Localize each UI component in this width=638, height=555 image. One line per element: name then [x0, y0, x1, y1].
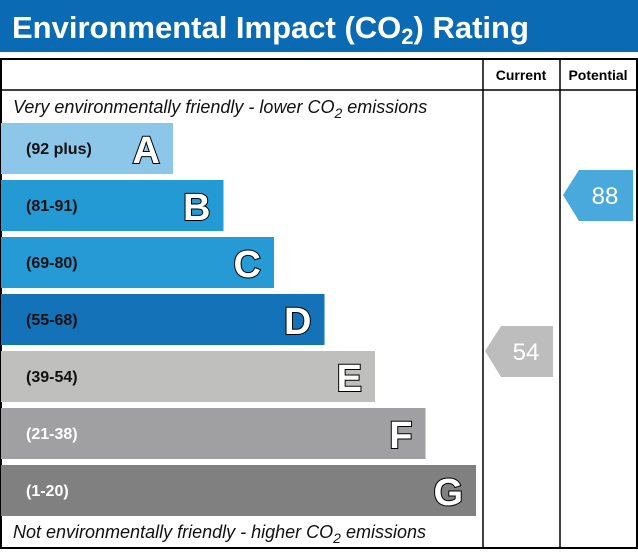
header-potential: Potential	[568, 67, 627, 83]
bottom-note: Not environmentally friendly - higher CO…	[13, 522, 426, 546]
band-d: (55-68) D	[1, 294, 325, 345]
band-c: (69-80) C	[1, 237, 274, 288]
header-current: Current	[496, 67, 547, 83]
band-g: (1-20) G	[1, 465, 476, 516]
current-rating-arrow: 54	[485, 326, 553, 377]
band-bar	[1, 237, 274, 288]
band-bar	[1, 123, 173, 174]
band-range: (69-80)	[26, 255, 78, 272]
band-bar	[1, 351, 375, 402]
band-letter: C	[234, 244, 261, 286]
potential-arrow-shape	[563, 170, 633, 221]
potential-rating-arrow: 88	[563, 170, 633, 221]
band-range: (21-38)	[26, 426, 78, 443]
band-letter: F	[389, 415, 412, 457]
band-range: (1-20)	[26, 483, 69, 500]
current-arrow-shape	[485, 326, 553, 377]
band-e: (39-54) E	[1, 351, 375, 402]
band-letter: B	[183, 187, 210, 229]
title-bar	[0, 0, 638, 52]
band-a: (92 plus) A	[1, 123, 173, 174]
band-b: (81-91) B	[1, 180, 224, 231]
title: Environmental Impact (CO2) Rating	[12, 10, 529, 49]
band-bar	[1, 180, 224, 231]
band-range: (55-68)	[26, 312, 78, 329]
band-bar	[1, 408, 426, 459]
potential-rating-value: 88	[592, 183, 619, 210]
band-bar	[1, 294, 325, 345]
band-f: (21-38) F	[1, 408, 426, 459]
band-letter: E	[337, 358, 362, 400]
top-note: Very environmentally friendly - lower CO…	[13, 97, 427, 121]
current-rating-value: 54	[513, 339, 540, 366]
band-bar	[1, 465, 476, 516]
band-letter: G	[433, 472, 463, 514]
band-range: (81-91)	[26, 198, 78, 215]
band-range: (92 plus)	[26, 141, 92, 158]
band-range: (39-54)	[26, 369, 78, 386]
band-letter: D	[284, 301, 311, 343]
band-letter: A	[133, 130, 160, 172]
